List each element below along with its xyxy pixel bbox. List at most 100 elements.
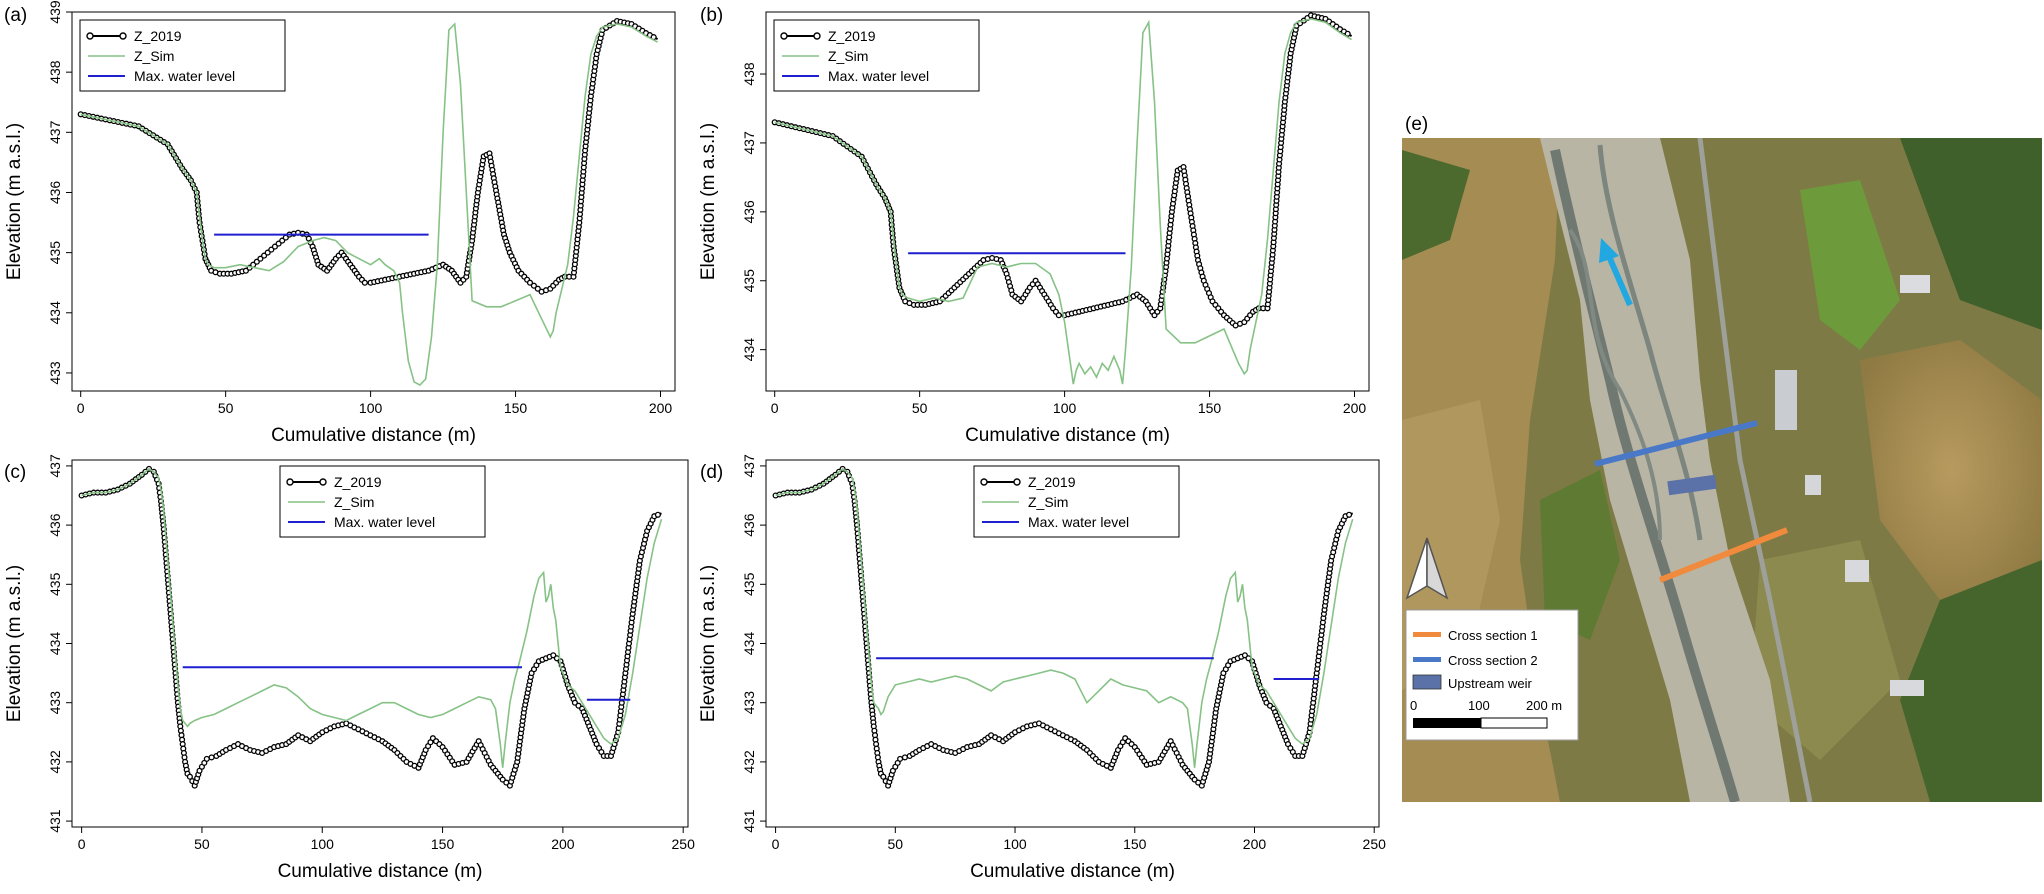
- legend-entry-z2019-marker: [813, 32, 821, 40]
- x-axis-title: Cumulative distance (m): [965, 425, 1170, 446]
- map-legend-cross-section-2: Cross section 2: [1448, 653, 1538, 668]
- river-channel-3: [1568, 228, 1662, 541]
- y-tick-label: 436: [741, 513, 757, 537]
- chart-panel-c: 0 50 100 150 200 250 431 432 433 434 435 436 437 Cumu…: [4, 454, 695, 882]
- building-3: [1845, 560, 1869, 582]
- green-field-east: [1800, 180, 1900, 350]
- panel-letter-a: (a): [4, 5, 27, 26]
- series-zsim-line: [774, 18, 1353, 385]
- field-east-3: [1750, 540, 1900, 760]
- building-4: [1900, 275, 1930, 293]
- legend-entry-z2019-label: Z_2019: [828, 28, 876, 44]
- x-tick-label: 200: [649, 400, 673, 416]
- scale-label-200: 200 m: [1526, 698, 1562, 713]
- legend-entry-max-water-level-label: Max. water level: [134, 68, 235, 84]
- y-tick-label: 434: [47, 301, 63, 325]
- series-z2019-point: [530, 282, 537, 289]
- x-tick-label: 200: [1343, 400, 1367, 416]
- series-z2019-point: [186, 773, 193, 780]
- x-tick-label: 150: [1198, 400, 1222, 416]
- chart-panel-d: 0 50 100 150 200 250 431 432 433 434 435 436 437 Cumu…: [698, 454, 1386, 882]
- series-z2019-point: [1344, 30, 1351, 37]
- panel-letter-d: (d): [700, 462, 723, 483]
- legend-entry-z2019-marker: [319, 478, 327, 486]
- legend-entry-z2019-marker: [86, 32, 94, 40]
- series-z2019-point: [203, 755, 210, 762]
- scale-label-100: 100: [1468, 698, 1490, 713]
- legend-entry-z2019-label: Z_2019: [334, 474, 382, 490]
- x-tick-label: 150: [504, 400, 528, 416]
- y-tick-label: 435: [741, 269, 757, 293]
- y-axis-title: Elevation (m a.s.l.): [4, 123, 25, 280]
- y-tick-label: 438: [741, 62, 757, 86]
- y-tick-label: 437: [47, 454, 63, 478]
- y-tick-label: 436: [47, 181, 63, 205]
- y-tick-label: 433: [47, 361, 63, 385]
- x-tick-label: 50: [912, 400, 928, 416]
- legend-entry-max-water-level-label: Max. water level: [828, 68, 929, 84]
- x-tick-label: 250: [1363, 836, 1387, 852]
- y-tick-label: 433: [47, 691, 63, 715]
- green-field-west: [1540, 470, 1620, 640]
- x-axis-title: Cumulative distance (m): [278, 861, 483, 882]
- y-axis-title: Elevation (m a.s.l.): [4, 565, 25, 722]
- y-tick-label: 435: [741, 572, 757, 596]
- cross-section-2-line: [1594, 420, 1758, 467]
- legend-entry-zsim-label: Z_Sim: [828, 48, 868, 64]
- cross-section-1-line: [1658, 527, 1789, 583]
- flow-direction-arrow-icon: [1599, 238, 1633, 307]
- chart-panel-a: 0 50 100 150 200 433 434 435 436 437 438 439 Cumulat…: [4, 0, 676, 446]
- map-legend-upstream-weir: Upstream weir: [1448, 676, 1532, 691]
- y-axis-title: Elevation (m a.s.l.): [698, 565, 719, 722]
- series-z2019-point: [257, 255, 264, 262]
- series-z2019-point: [361, 279, 368, 286]
- legend-entry-z2019-marker: [286, 478, 294, 486]
- x-tick-label: 100: [311, 836, 335, 852]
- legend-entry-zsim-label: Z_Sim: [1028, 494, 1068, 510]
- y-tick-label: 439: [47, 0, 63, 24]
- x-axis-title: Cumulative distance (m): [271, 425, 476, 446]
- y-tick-label: 432: [741, 750, 757, 774]
- scale-bar-white: [1480, 717, 1548, 729]
- y-tick-label: 433: [741, 691, 757, 715]
- y-tick-label: 437: [47, 120, 63, 144]
- forest-east: [1900, 138, 2042, 330]
- series-z2019-point: [534, 285, 541, 292]
- x-tick-label: 50: [888, 836, 904, 852]
- tree-strip-west: [1402, 150, 1470, 260]
- x-tick-label: 150: [1123, 836, 1147, 852]
- upstream-weir: [1667, 474, 1717, 496]
- panel-letter-e: (e): [1405, 114, 1428, 135]
- legend-entry-zsim-label: Z_Sim: [134, 48, 174, 64]
- chart-panel-b: 0 50 100 150 200 434 435 436 437 438 Cumulative di…: [698, 11, 1370, 446]
- legend-entry-z2019-marker: [980, 478, 988, 486]
- series-z2019-point: [271, 243, 278, 250]
- series-zsim-line: [775, 467, 1354, 768]
- series-z2019-point: [880, 773, 887, 780]
- legend-swatch-cross-section-2: [1413, 657, 1441, 662]
- road: [1697, 138, 1813, 802]
- aerial-map: Cross section 1 Cross section 2 Upstream…: [1402, 138, 2042, 802]
- legend-entry-max-water-level-label: Max. water level: [334, 514, 435, 530]
- legend-entry-z2019-label: Z_2019: [134, 28, 182, 44]
- river-channel-2: [1597, 144, 1703, 541]
- y-tick-label: 437: [741, 131, 757, 155]
- building-1: [1775, 370, 1797, 430]
- x-tick-label: 0: [78, 836, 86, 852]
- x-tick-label: 0: [772, 836, 780, 852]
- x-tick-label: 0: [771, 400, 779, 416]
- x-tick-label: 100: [1053, 400, 1077, 416]
- legend-entry-max-water-level-label: Max. water level: [1028, 514, 1129, 530]
- legend-entry-z2019-label: Z_2019: [1028, 474, 1076, 490]
- series-z2019-point: [242, 267, 249, 274]
- scale-bar-black: [1413, 718, 1481, 728]
- y-tick-label: 431: [47, 809, 63, 833]
- series-z2019-point: [897, 755, 904, 762]
- panel-letter-b: (b): [700, 5, 723, 26]
- y-tick-label: 431: [741, 809, 757, 833]
- x-axis-title: Cumulative distance (m): [970, 861, 1175, 882]
- building-2: [1805, 475, 1821, 495]
- panel-letter-c: (c): [4, 462, 26, 483]
- y-tick-label: 437: [741, 454, 757, 478]
